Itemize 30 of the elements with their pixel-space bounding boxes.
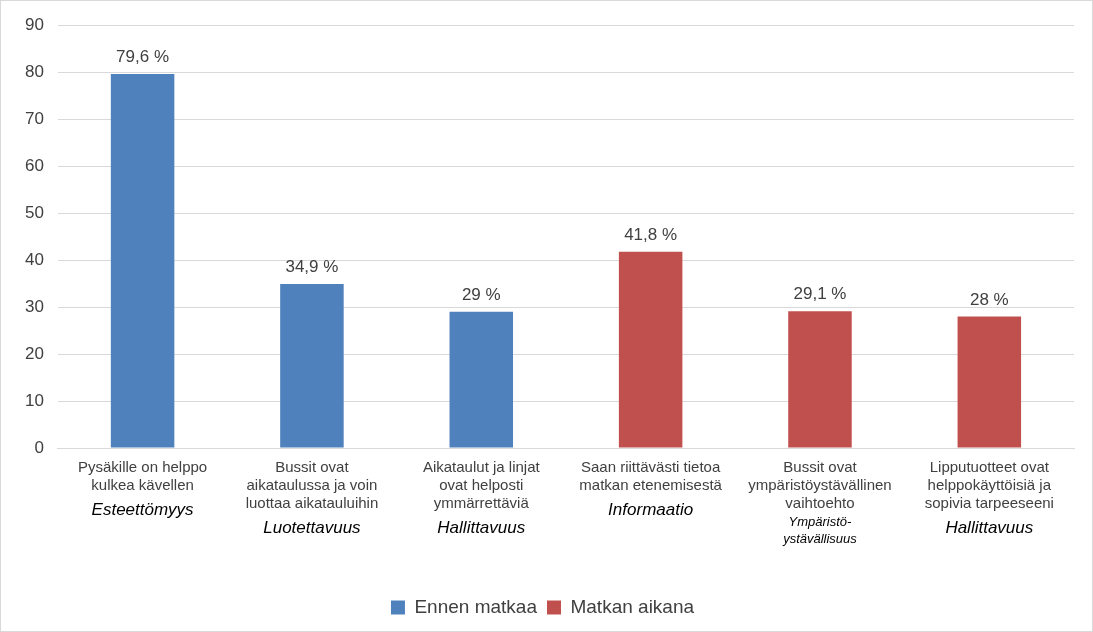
- x-tick-label: Saan riittävästi tietoa matkan etenemisestä Informaatio: [579, 457, 723, 520]
- x-tick-label: Lipputuotteet ovat helppokäyttöisiä ja sopivia tarpeeseeni Hallittavuus: [924, 457, 1054, 538]
- x-tick-label: Pysäkille on helppo kulkea kävellen Esteettömyys: [77, 457, 208, 520]
- data-label: 28 %: [969, 289, 1009, 309]
- y-tick-label: 80: [24, 61, 44, 81]
- y-tick-label: 10: [24, 390, 44, 410]
- data-label: 41,8 %: [624, 224, 678, 244]
- x-tick-label: Bussit ovat ympäristöystävällinen vaihtoehto Ympäristö- ystävällisuus: [748, 457, 892, 547]
- data-label: 79,6 %: [116, 47, 170, 67]
- y-tick-label: 50: [24, 202, 44, 222]
- bar: [957, 316, 1022, 448]
- y-tick-label: 40: [24, 249, 44, 269]
- bar: [618, 251, 683, 448]
- legend-label: Ennen matkaa: [414, 595, 538, 617]
- y-tick-label: 20: [24, 343, 44, 363]
- y-tick-label: 70: [24, 108, 44, 128]
- bar: [110, 74, 175, 448]
- y-tick-label: 60: [24, 155, 44, 175]
- data-label: 29,1 %: [793, 284, 847, 304]
- data-label: 29 %: [461, 284, 501, 304]
- x-tick-label: Bussit ovat aikataulussa ja voin luottaa aikatauluihin Luotettavuus: [245, 457, 379, 538]
- bar: [449, 311, 514, 448]
- legend-label: Matkan aikana: [570, 595, 695, 617]
- y-tick-label: 0: [34, 437, 44, 457]
- data-label: 34,9 %: [285, 257, 339, 277]
- y-tick-label: 30: [24, 296, 44, 316]
- x-tick-label: Aikataulut ja linjat ovat helposti ymmärrettäviä Hallittavuus: [422, 457, 541, 538]
- bar: [788, 311, 852, 448]
- bar: [280, 284, 344, 448]
- y-tick-label: 90: [24, 14, 44, 34]
